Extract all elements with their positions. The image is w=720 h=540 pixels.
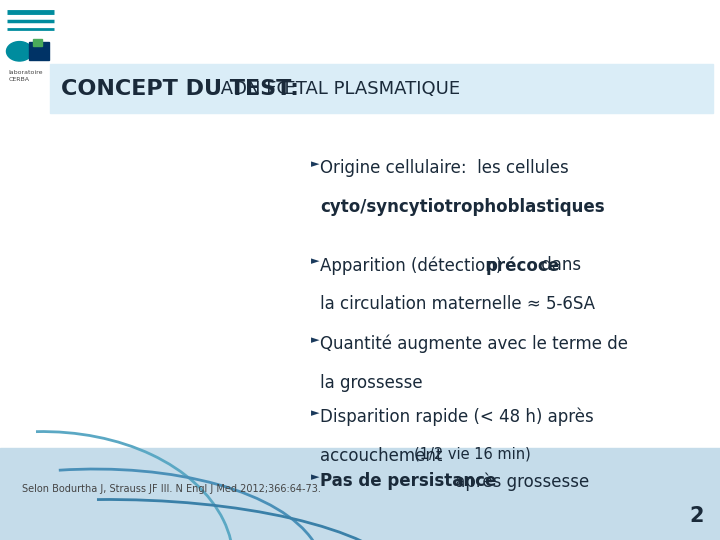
Text: cyto/syncytiotrophoblastiques: cyto/syncytiotrophoblastiques <box>320 198 605 216</box>
Text: Disparition rapide (< 48 h) après: Disparition rapide (< 48 h) après <box>320 408 594 426</box>
Text: ►: ► <box>311 472 320 483</box>
Text: la circulation maternelle ≈ 5-6SA: la circulation maternelle ≈ 5-6SA <box>320 295 595 313</box>
Text: dans: dans <box>536 256 582 274</box>
Text: accouchement: accouchement <box>320 447 448 464</box>
Text: Apparition (détection): Apparition (détection) <box>320 256 508 275</box>
Text: Pas de persistance: Pas de persistance <box>320 472 497 490</box>
Bar <box>33 39 42 46</box>
Text: précoce: précoce <box>486 256 560 275</box>
Text: après grossesse: après grossesse <box>450 472 589 491</box>
Text: (1/2 vie 16 min): (1/2 vie 16 min) <box>414 447 531 462</box>
Text: ADN FŒTAL PLASMATIQUE: ADN FŒTAL PLASMATIQUE <box>215 79 460 98</box>
Text: Origine cellulaire:  les cellules: Origine cellulaire: les cellules <box>320 159 569 177</box>
Circle shape <box>6 42 32 61</box>
Bar <box>50 64 713 113</box>
Text: laboratoire
CERBA: laboratoire CERBA <box>9 70 43 82</box>
Text: CONCEPT DU TEST:: CONCEPT DU TEST: <box>61 78 300 99</box>
Bar <box>0 448 720 540</box>
Text: ►: ► <box>311 408 320 418</box>
Text: ►: ► <box>311 335 320 345</box>
Text: ►: ► <box>311 256 320 267</box>
Bar <box>29 42 49 60</box>
Text: la grossesse: la grossesse <box>320 374 423 391</box>
Text: 2: 2 <box>690 505 704 526</box>
Text: Quantité augmente avec le terme de: Quantité augmente avec le terme de <box>320 335 629 353</box>
Text: Selon Bodurtha J, Strauss JF III. N Engl J Med 2012;366:64-73.: Selon Bodurtha J, Strauss JF III. N Engl… <box>22 484 320 495</box>
Text: ►: ► <box>311 159 320 170</box>
